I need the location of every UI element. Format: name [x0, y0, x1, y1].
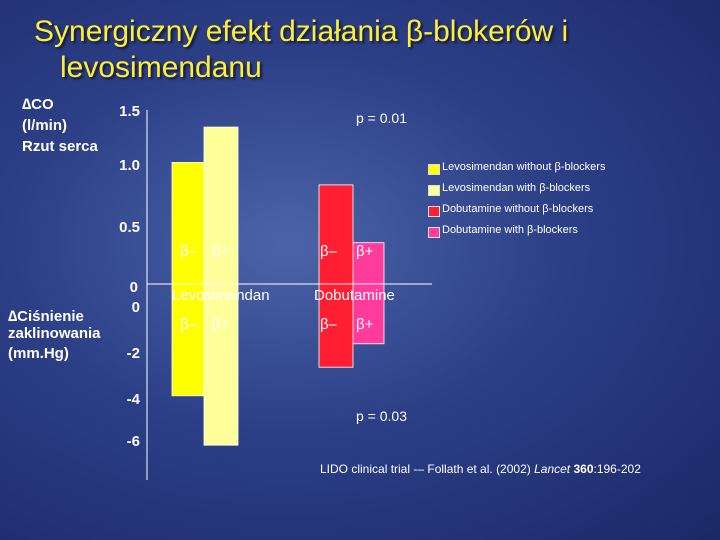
beta-plus-label-levo-lower: β+ — [212, 316, 230, 333]
pressure-bars — [171, 283, 385, 446]
co-axis-label-line-3: Rzut serca — [22, 138, 98, 155]
group-label-levosimendan: Levosimendan — [172, 287, 270, 304]
beta-minus-label-dobu-lower: β– — [320, 316, 337, 333]
beta-plus-label-levo-upper: β+ — [212, 243, 230, 260]
co-tick-0-5: 0.5 — [119, 219, 140, 236]
citation-pages: :196-202 — [593, 462, 641, 476]
pressure-tick-0: 0 — [131, 299, 140, 316]
legend-swatch — [428, 185, 440, 196]
legend-swatch — [428, 164, 440, 175]
slide-title: Synergiczny efekt działania β-blokerów i… — [34, 14, 674, 86]
beta-minus-label-dobu-upper: β– — [320, 243, 337, 260]
co-tick-1-0: 1.0 — [119, 157, 140, 174]
citation-prefix: LIDO clinical trial -– Follath et al. (2… — [320, 462, 535, 476]
co-tick-1-5: 1.5 — [119, 103, 140, 120]
bar-pressure-dobu-without — [318, 283, 354, 368]
pressure-tick-minus-4: -4 — [126, 391, 140, 408]
citation: LIDO clinical trial -– Follath et al. (2… — [320, 462, 641, 476]
bar-pressure-dobu-with — [351, 283, 385, 345]
citation-journal: Lancet — [534, 462, 571, 476]
beta-minus-label-levo-upper: β– — [180, 243, 197, 260]
bar-co-dobu-with — [351, 242, 385, 285]
co-axis-label-line-1: ∆CO — [22, 96, 54, 113]
pressure-tick-minus-2: -2 — [126, 345, 140, 362]
bar-pressure-levo-without — [171, 283, 205, 397]
group-label-dobutamine: Dobutamine — [314, 287, 395, 304]
pressure-axis-label-line-3: (mm.Hg) — [8, 345, 69, 362]
legend-label: Dobutamine with β-blockers — [442, 224, 578, 236]
legend-label: Dobutamine without β-blockers — [442, 203, 594, 215]
citation-volume: 360 — [573, 462, 594, 476]
title-line-2: levosimendanu — [60, 51, 262, 84]
beta-plus-label-dobu-lower: β+ — [356, 316, 374, 333]
p-value-bottom: p = 0.03 — [356, 408, 407, 424]
bar-pressure-levo-with — [203, 283, 239, 446]
pressure-axis-label-line-2: zaklinowania — [8, 325, 101, 342]
pressure-tick-minus-6: -6 — [126, 433, 140, 450]
bar-co-levo-without — [171, 162, 205, 285]
bar-co-levo-with — [203, 126, 239, 285]
bar-co-dobu-without — [318, 184, 354, 285]
title-line-1: Synergiczny efekt działania β-blokerów i — [34, 15, 569, 48]
co-bars — [171, 126, 385, 285]
co-tick-0: 0 — [129, 279, 138, 296]
legend-label: Levosimendan without β-blockers — [442, 161, 606, 173]
beta-minus-label-levo-lower: β– — [180, 316, 197, 333]
legend-label: Levosimendan with β-blockers — [442, 182, 591, 194]
beta-plus-label-dobu-upper: β+ — [356, 243, 374, 260]
legend-swatch — [428, 206, 440, 217]
legend-swatch — [428, 227, 440, 238]
pressure-axis-label-line-1: ∆Ciśnienie — [8, 308, 84, 325]
p-value-top: p = 0.01 — [356, 110, 407, 126]
co-axis-label-line-2: (l/min) — [22, 117, 67, 134]
